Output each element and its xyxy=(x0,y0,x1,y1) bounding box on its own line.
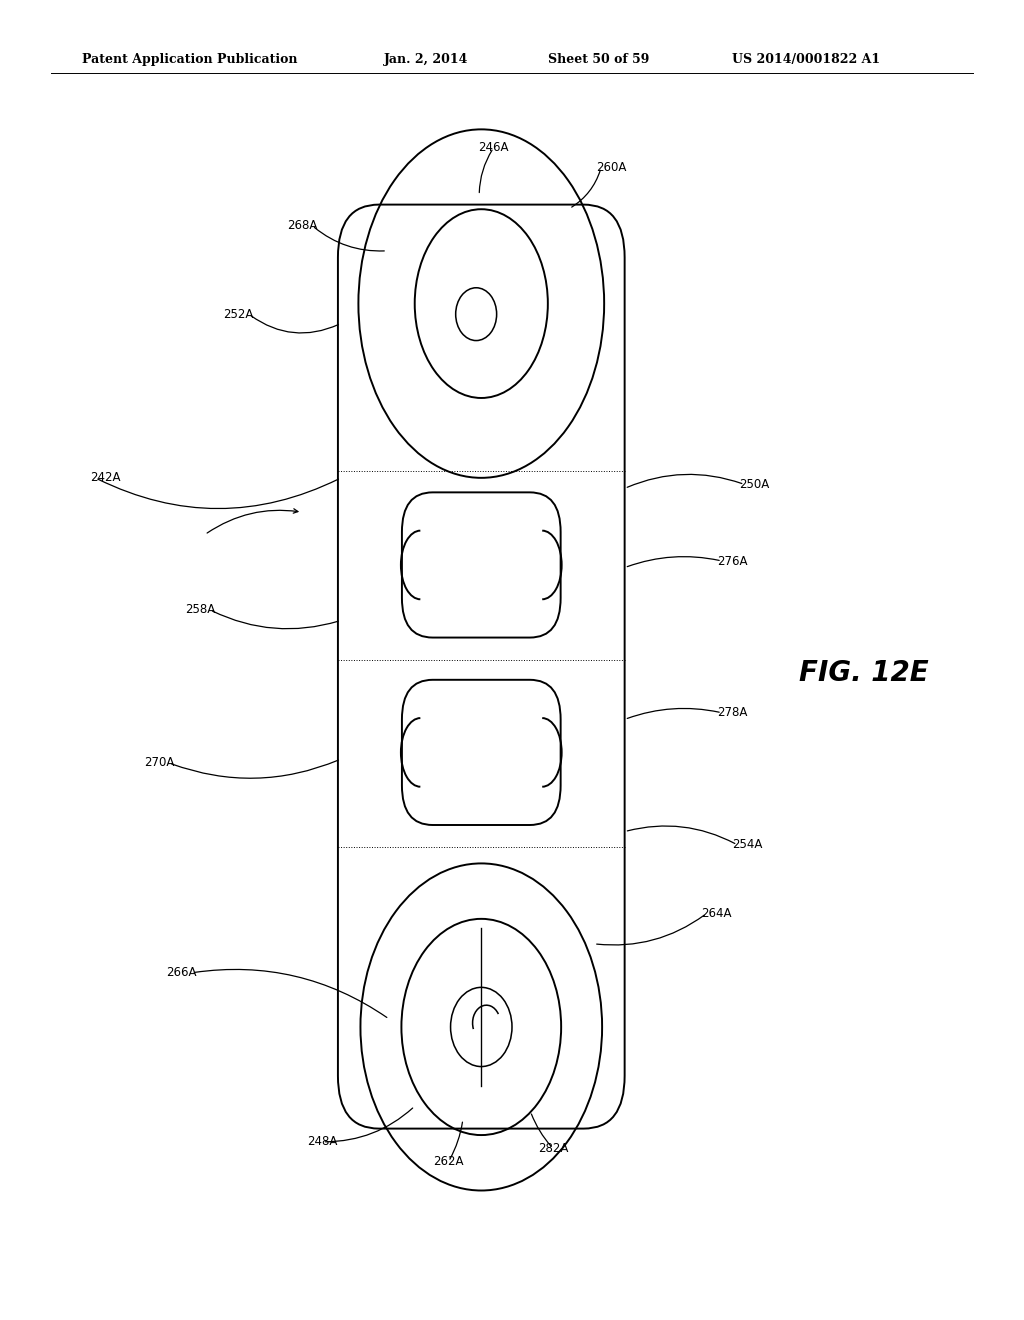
Text: US 2014/0001822 A1: US 2014/0001822 A1 xyxy=(732,53,881,66)
Text: 252A: 252A xyxy=(223,308,254,321)
Text: Sheet 50 of 59: Sheet 50 of 59 xyxy=(548,53,649,66)
Text: 268A: 268A xyxy=(287,219,317,232)
Text: 278A: 278A xyxy=(717,706,748,719)
Text: Patent Application Publication: Patent Application Publication xyxy=(82,53,297,66)
Text: 246A: 246A xyxy=(478,141,509,154)
Text: 254A: 254A xyxy=(732,838,763,851)
FancyBboxPatch shape xyxy=(338,205,625,1129)
Text: 242A: 242A xyxy=(90,471,121,484)
FancyBboxPatch shape xyxy=(401,492,561,638)
Text: 266A: 266A xyxy=(166,966,197,979)
Text: 262A: 262A xyxy=(433,1155,464,1168)
Text: 248A: 248A xyxy=(307,1135,338,1148)
Text: 264A: 264A xyxy=(701,907,732,920)
Text: FIG. 12E: FIG. 12E xyxy=(799,659,929,688)
Text: 276A: 276A xyxy=(717,554,748,568)
Text: 260A: 260A xyxy=(596,161,627,174)
FancyBboxPatch shape xyxy=(401,680,561,825)
Text: 250A: 250A xyxy=(739,478,770,491)
Text: 258A: 258A xyxy=(184,603,215,616)
Text: 270A: 270A xyxy=(143,756,174,770)
Text: 282A: 282A xyxy=(538,1142,568,1155)
Text: Jan. 2, 2014: Jan. 2, 2014 xyxy=(384,53,468,66)
